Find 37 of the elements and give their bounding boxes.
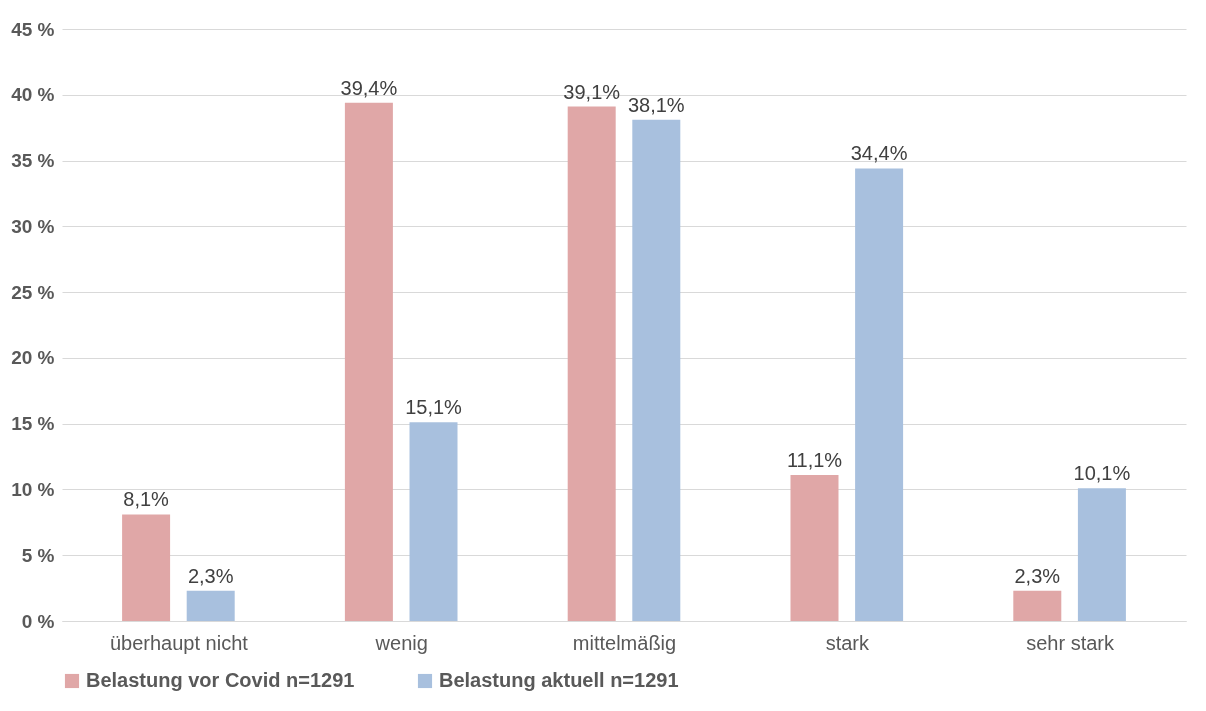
bar (855, 168, 904, 621)
data-label: 39,1% (563, 80, 621, 103)
legend-label: Belastung aktuell n=1291 (439, 669, 679, 691)
x-tick-label: wenig (374, 631, 428, 654)
bar (186, 590, 235, 621)
data-label: 2,3% (1014, 564, 1061, 587)
bar (409, 422, 458, 621)
y-tick-label: 5 % (21, 544, 55, 566)
legend-label: Belastung vor Covid n=1291 (86, 669, 355, 691)
y-tick-label: 30 % (11, 215, 55, 237)
y-tick-label: 40 % (11, 84, 55, 106)
data-label: 10,1% (1073, 462, 1131, 485)
y-tick-label: 15 % (11, 413, 55, 435)
bar (567, 106, 616, 621)
x-tick-label: überhaupt nicht (109, 631, 249, 654)
bar (1077, 488, 1126, 621)
y-tick-label: 0 % (21, 610, 55, 632)
data-label: 2,3% (187, 564, 234, 587)
data-label: 39,4% (340, 76, 398, 99)
y-tick-label: 10 % (11, 478, 55, 500)
data-label: 38,1% (627, 93, 685, 116)
data-label: 11,1% (786, 448, 843, 471)
data-label: 15,1% (405, 396, 463, 419)
bar (790, 474, 839, 621)
data-label: 8,1% (123, 488, 170, 511)
x-tick-label: stark (825, 631, 870, 654)
bar (1013, 590, 1062, 621)
y-tick-label: 25 % (11, 281, 55, 303)
y-tick-label: 45 % (11, 18, 55, 40)
y-tick-label: 35 % (11, 150, 55, 172)
y-tick-label: 20 % (11, 347, 55, 369)
x-tick-label: mittelmäßig (572, 631, 677, 654)
data-label: 34,4% (850, 142, 908, 165)
bar (344, 102, 393, 621)
x-tick-label: sehr stark (1026, 631, 1115, 654)
bar (632, 119, 681, 621)
bar (122, 514, 171, 621)
